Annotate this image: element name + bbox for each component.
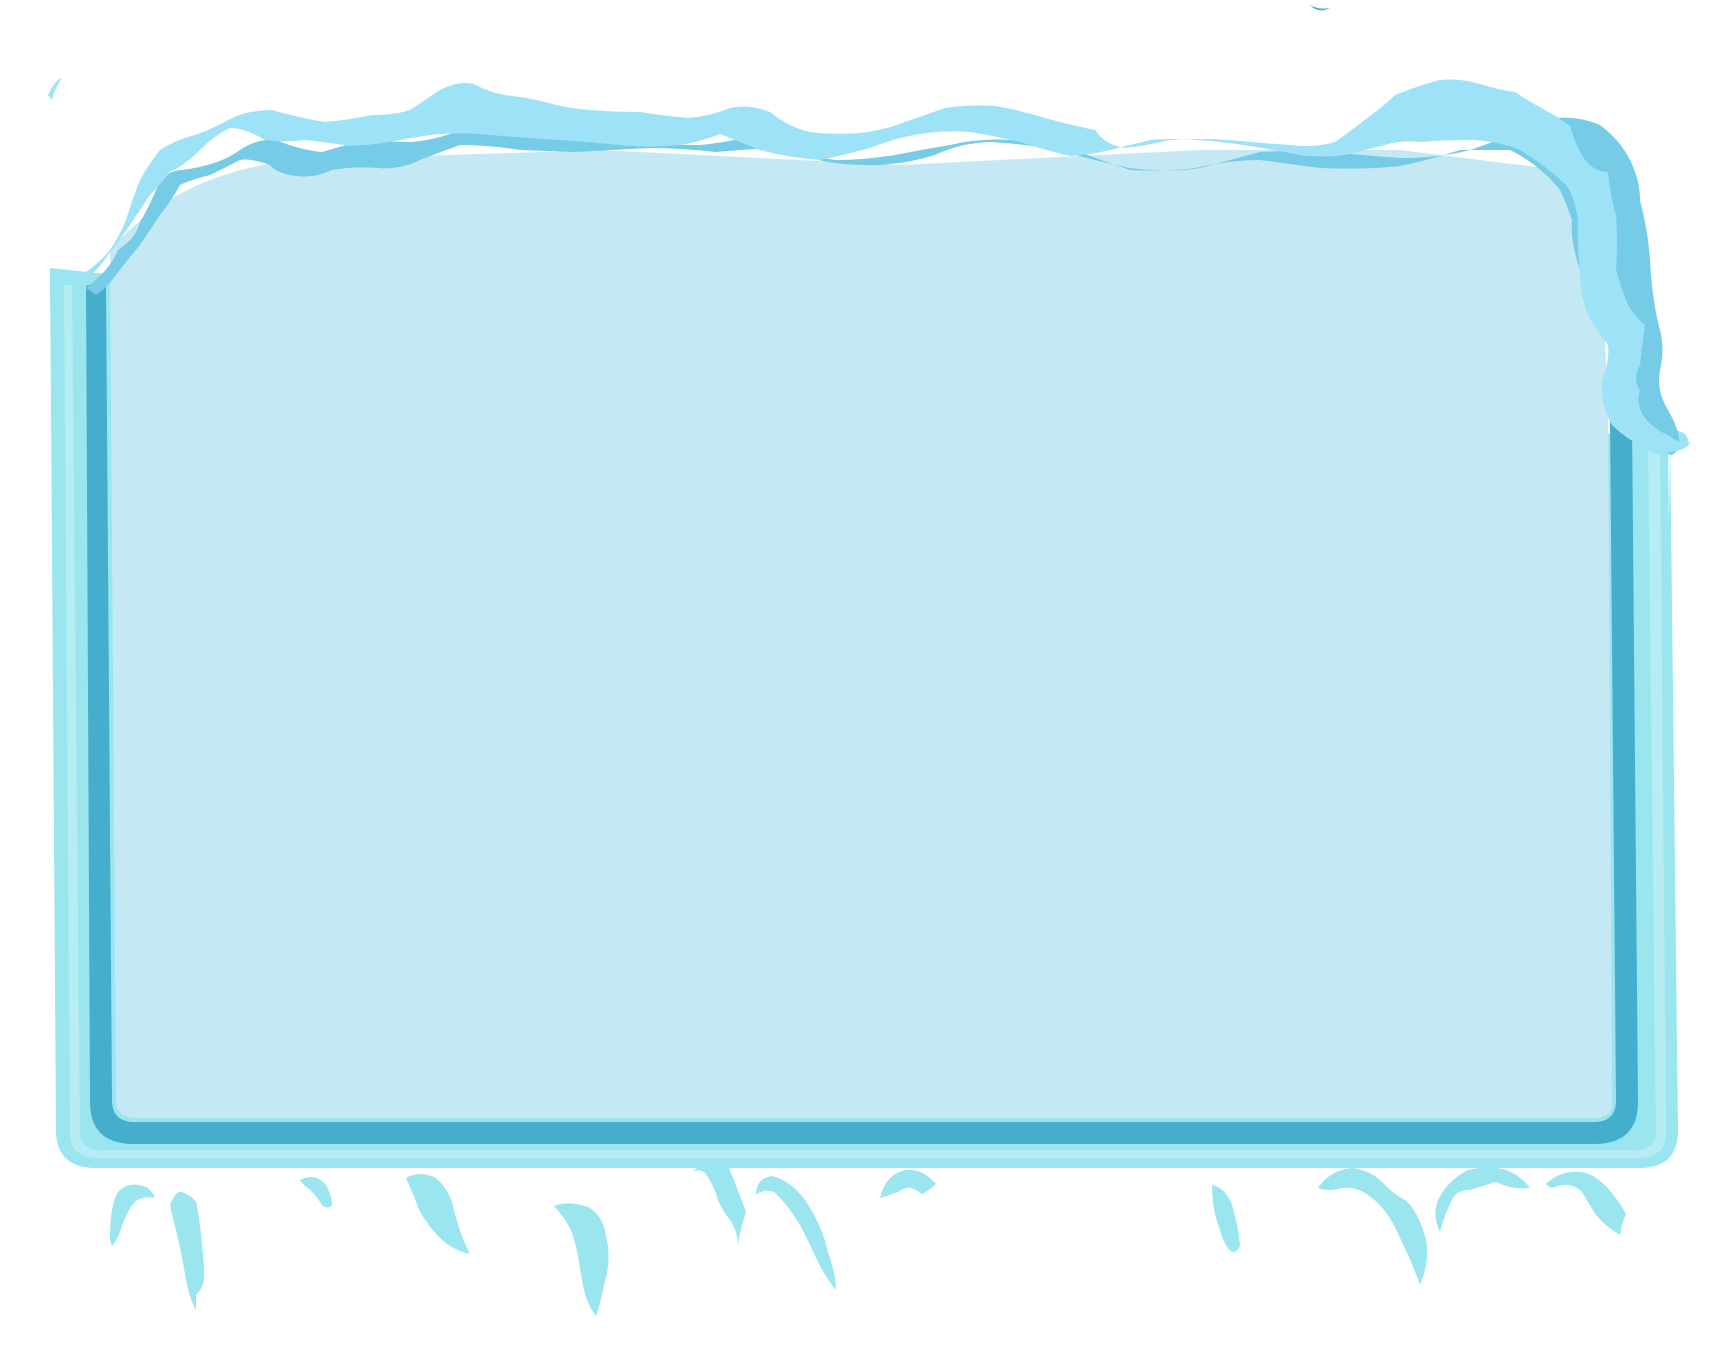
icicle: [1435, 1167, 1530, 1232]
icicle: [692, 1163, 746, 1245]
icicle: [170, 1191, 205, 1310]
panel-fill: [110, 150, 1612, 1118]
icicle: [1212, 1185, 1240, 1252]
snow-cap-shadow: [86, 117, 1680, 455]
snow-fleck: [48, 78, 62, 100]
icicle: [880, 1169, 936, 1198]
icicle: [1318, 1168, 1428, 1285]
icicle: [406, 1174, 470, 1254]
snow-fleck: [1310, 5, 1330, 11]
icicle: [1546, 1171, 1626, 1235]
icicle: [756, 1176, 836, 1290]
icicle: [554, 1203, 609, 1316]
snow-cap: [52, 79, 1690, 454]
icicle: [110, 1184, 155, 1246]
icicle: [300, 1176, 332, 1208]
icicles: [110, 1163, 1626, 1316]
